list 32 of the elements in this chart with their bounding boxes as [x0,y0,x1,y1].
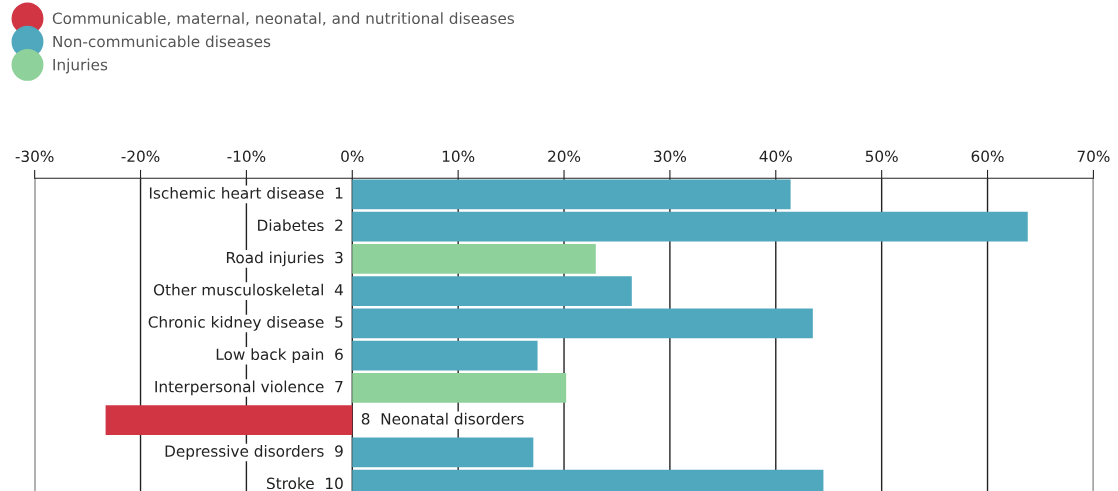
y-tick-label: Diabetes 2 [258,219,343,232]
bar [352,373,567,403]
y-tick-label: Other musculoskeletal 4 [153,283,343,296]
x-tick-label: 70% [1077,150,1110,163]
y-tick-label: Low back pain 6 [216,348,343,364]
x-tick-label: -10% [227,150,266,163]
y-tick-label: Depressive disorders 9 [165,445,343,460]
x-tick-label: 30% [654,150,687,163]
y-tick-label: Ischemic heart disease 1 [149,186,343,199]
x-tick-label: -20% [121,150,160,163]
legend-label: Injuries [53,58,108,74]
bar [352,211,1028,242]
bar [105,405,353,436]
x-tick-label: 0% [341,150,364,163]
legend-label: Communicable, maternal, neonatal, and nutritional diseases [52,12,515,26]
bar [352,308,813,339]
bar [352,340,538,371]
x-tick-label: 10% [442,150,475,163]
x-tick-label: 50% [865,150,898,163]
bar [352,276,632,306]
bar [352,179,791,210]
y-tick-label: Chronic kidney disease 5 [148,316,343,331]
y-tick-label: Stroke 10 [267,477,343,490]
bar [352,244,596,274]
y-tick-label: Interpersonal violence 7 [155,380,343,396]
x-tick-label: 20% [548,150,581,163]
x-tick-label: -30% [15,150,54,163]
y-tick-label: Road injuries 3 [226,251,343,267]
x-tick-label: 40% [759,150,792,163]
x-tick-label: 60% [971,150,1004,163]
y-tick-label: 8 Neonatal disorders [361,412,524,425]
legend-label: Non-communicable diseases [53,35,271,48]
